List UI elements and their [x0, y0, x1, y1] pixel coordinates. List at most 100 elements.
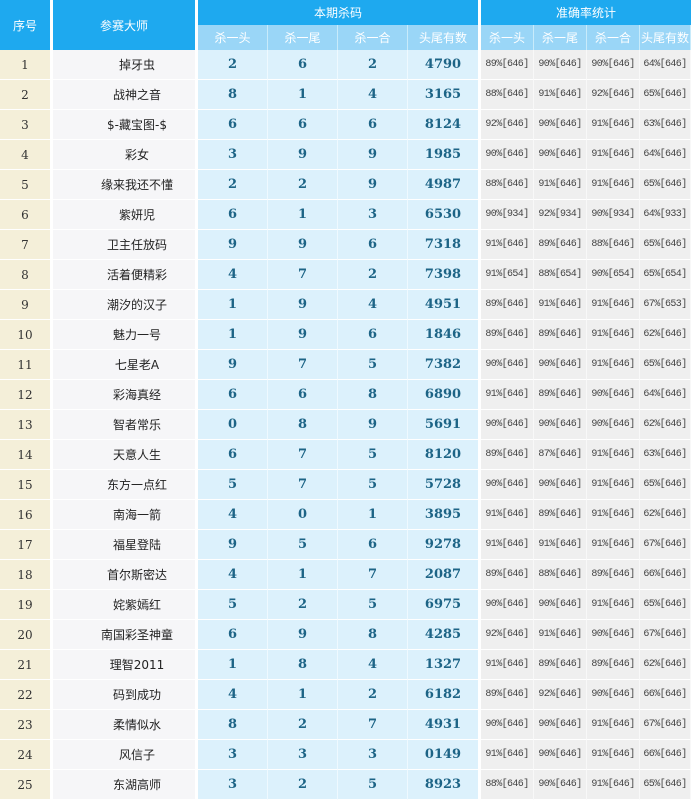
kill-sum: 4 [338, 80, 408, 110]
stat-head-tail: 64%[646] [640, 140, 691, 170]
stat-head: 92%[646] [481, 110, 535, 140]
table-row: 15 东方一点红 5 7 5 5728 90%[646] 90%[646] 91%[646] 65… [0, 470, 691, 500]
stat-head-tail: 64%[933] [640, 200, 691, 230]
stat-sum: 91%[646] [587, 320, 641, 350]
table-row: 2 战神之音 8 1 4 3165 88%[646] 91%[646] 92%[646] 65%[… [0, 80, 691, 110]
head-tail-count: 1985 [408, 140, 482, 170]
stat-head: 89%[646] [481, 440, 535, 470]
stat-head-tail: 64%[646] [640, 50, 691, 80]
stat-sum: 91%[646] [587, 590, 641, 620]
stat-sum: 91%[646] [587, 710, 641, 740]
head-tail-count: 3895 [408, 500, 482, 530]
row-seq: 6 [0, 200, 53, 230]
table-row: 16 南海一箭 4 0 1 3895 91%[646] 89%[646] 91%[646] 62%… [0, 500, 691, 530]
head-tail-count: 8923 [408, 770, 482, 800]
stat-head-tail: 62%[646] [640, 500, 691, 530]
stat-head-tail: 62%[646] [640, 320, 691, 350]
stat-tail: 91%[646] [534, 620, 588, 650]
kill-sum: 7 [338, 560, 408, 590]
stat-head-tail: 66%[646] [640, 740, 691, 770]
stat-sum: 90%[934] [587, 200, 641, 230]
stat-head: 89%[646] [481, 560, 535, 590]
stat-head-tail: 65%[646] [640, 590, 691, 620]
kill-sum: 5 [338, 350, 408, 380]
row-seq: 2 [0, 80, 53, 110]
header-stats-head-tail: 头尾有数 [640, 25, 691, 50]
kill-head: 1 [198, 320, 268, 350]
kill-tail: 1 [268, 560, 338, 590]
kill-head: 6 [198, 110, 268, 140]
kill-tail: 0 [268, 500, 338, 530]
stat-tail: 87%[646] [534, 440, 588, 470]
row-seq: 14 [0, 440, 53, 470]
stat-sum: 91%[646] [587, 170, 641, 200]
kill-tail: 8 [268, 410, 338, 440]
stat-head: 89%[646] [481, 290, 535, 320]
stat-tail: 88%[646] [534, 560, 588, 590]
kill-tail: 9 [268, 320, 338, 350]
table-row: 9 潮汐的汉子 1 9 4 4951 89%[646] 91%[646] 91%[646] 67%… [0, 290, 691, 320]
stat-sum: 91%[646] [587, 140, 641, 170]
kill-sum: 5 [338, 470, 408, 500]
kill-head: 4 [198, 560, 268, 590]
table-row: 3 $-藏宝图-$ 6 6 6 8124 92%[646] 90%[646] 91%[646] 6… [0, 110, 691, 140]
master-name: 七星老A [53, 350, 198, 380]
kill-tail: 2 [268, 770, 338, 800]
kill-tail: 2 [268, 170, 338, 200]
stat-sum: 90%[646] [587, 410, 641, 440]
stat-sum: 90%[646] [587, 50, 641, 80]
kill-head: 6 [198, 440, 268, 470]
kill-tail: 2 [268, 590, 338, 620]
kill-sum: 8 [338, 380, 408, 410]
stat-head-tail: 66%[646] [640, 680, 691, 710]
head-tail-count: 8120 [408, 440, 482, 470]
row-seq: 25 [0, 770, 53, 800]
stat-tail: 89%[646] [534, 650, 588, 680]
head-tail-count: 7382 [408, 350, 482, 380]
master-name: 活着便精彩 [53, 260, 198, 290]
stat-head-tail: 65%[646] [640, 350, 691, 380]
row-seq: 8 [0, 260, 53, 290]
row-seq: 23 [0, 710, 53, 740]
stat-head: 90%[646] [481, 350, 535, 380]
stat-head: 88%[646] [481, 770, 535, 800]
kill-tail: 6 [268, 110, 338, 140]
head-tail-count: 7398 [408, 260, 482, 290]
kill-head: 6 [198, 380, 268, 410]
head-tail-count: 6975 [408, 590, 482, 620]
head-tail-count: 1846 [408, 320, 482, 350]
header-kill-tail: 杀一尾 [268, 25, 338, 50]
stat-tail: 90%[646] [534, 410, 588, 440]
row-seq: 20 [0, 620, 53, 650]
stat-head-tail: 62%[646] [640, 650, 691, 680]
stat-head: 89%[646] [481, 320, 535, 350]
stat-head: 90%[646] [481, 470, 535, 500]
head-tail-count: 4931 [408, 710, 482, 740]
table-row: 22 码到成功 4 1 2 6182 89%[646] 92%[646] 90%[646] 66%… [0, 680, 691, 710]
master-name: 东方一点红 [53, 470, 198, 500]
kill-head: 5 [198, 590, 268, 620]
kill-head: 8 [198, 710, 268, 740]
table-row: 18 首尔斯密达 4 1 7 2087 89%[646] 88%[646] 89%[646] 66… [0, 560, 691, 590]
head-tail-count: 6530 [408, 200, 482, 230]
stat-head-tail: 65%[646] [640, 230, 691, 260]
row-seq: 24 [0, 740, 53, 770]
table-row: 25 东湖高师 3 2 5 8923 88%[646] 90%[646] 91%[646] 65%… [0, 770, 691, 800]
row-seq: 19 [0, 590, 53, 620]
head-tail-count: 4790 [408, 50, 482, 80]
kill-sum: 9 [338, 170, 408, 200]
table-row: 1 掉牙虫 2 6 2 4790 89%[646] 90%[646] 90%[646] 64%[6… [0, 50, 691, 80]
table-row: 6 紫妍児 6 1 3 6530 90%[934] 92%[934] 90%[934] 64%[9… [0, 200, 691, 230]
head-tail-count: 4951 [408, 290, 482, 320]
kill-head: 3 [198, 140, 268, 170]
stat-head-tail: 65%[654] [640, 260, 691, 290]
stat-tail: 92%[646] [534, 680, 588, 710]
stat-head: 91%[646] [481, 530, 535, 560]
stat-head-tail: 64%[646] [640, 380, 691, 410]
master-name: 魅力一号 [53, 320, 198, 350]
header-stats-head: 杀一头 [481, 25, 535, 50]
master-name: 南海一箭 [53, 500, 198, 530]
stat-sum: 91%[646] [587, 110, 641, 140]
stat-sum: 90%[646] [587, 620, 641, 650]
stat-sum: 91%[646] [587, 500, 641, 530]
